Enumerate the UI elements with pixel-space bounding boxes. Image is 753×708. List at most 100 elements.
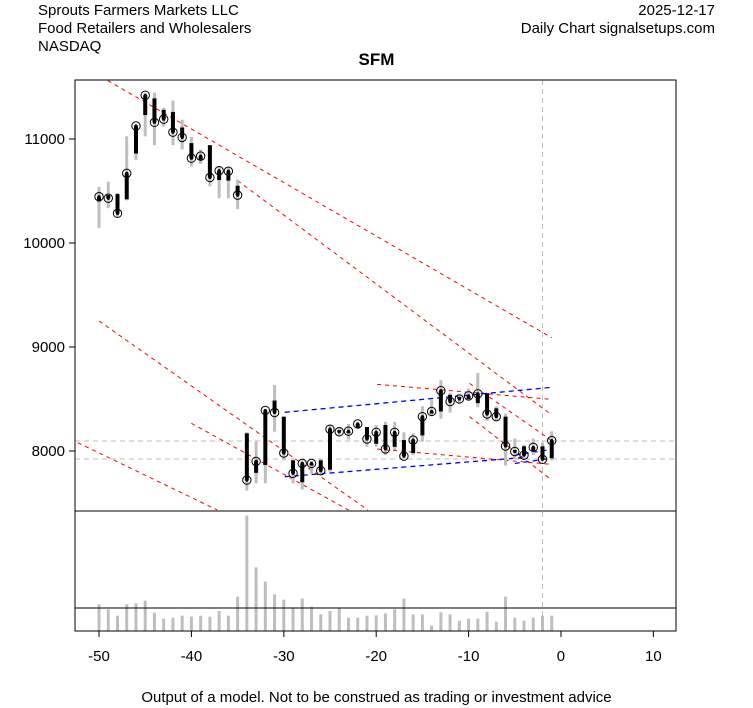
close-dot	[254, 459, 258, 463]
close-dot	[199, 154, 203, 158]
close-marker	[158, 114, 169, 124]
close-dot	[457, 397, 461, 401]
close-marker	[223, 166, 234, 176]
trend-line-red	[377, 383, 551, 400]
close-dot	[208, 175, 212, 180]
close-dot	[291, 471, 295, 475]
close-marker	[325, 424, 335, 434]
close-dot	[540, 457, 545, 461]
close-marker	[519, 450, 529, 460]
candle-body	[124, 173, 129, 200]
close-marker	[389, 427, 400, 437]
close-marker	[269, 407, 280, 418]
candle-body	[281, 416, 286, 454]
channel-line-blue	[284, 456, 527, 478]
close-dot	[393, 430, 397, 434]
candle-body	[438, 390, 443, 412]
close-dot	[97, 195, 101, 199]
close-dot	[171, 130, 175, 134]
close-marker	[537, 454, 548, 465]
y-tick-label: 9000	[32, 339, 65, 356]
close-marker	[436, 385, 446, 396]
close-marker	[251, 456, 261, 467]
candle-body	[170, 111, 175, 133]
close-marker	[473, 389, 483, 399]
close-dot	[513, 449, 517, 454]
close-marker	[195, 151, 206, 161]
candle-body	[531, 447, 536, 452]
candle-body	[207, 145, 212, 178]
candle-body	[97, 196, 102, 202]
candle-body	[272, 400, 277, 413]
y-tick-label: 8000	[32, 443, 65, 460]
close-dot	[236, 193, 240, 197]
close-dot	[152, 120, 157, 124]
close-dot	[383, 447, 388, 451]
close-dot	[125, 171, 129, 175]
close-marker	[491, 411, 502, 422]
trend-line-red	[237, 180, 553, 416]
candle-body	[374, 432, 379, 444]
close-dot	[162, 117, 166, 121]
close-dot	[263, 408, 267, 413]
close-dot	[115, 211, 120, 215]
close-dot	[143, 93, 147, 97]
candle-body	[152, 98, 157, 123]
candle-body	[143, 95, 148, 116]
close-dot	[134, 124, 138, 128]
close-dot	[448, 399, 452, 404]
close-marker	[306, 458, 317, 469]
trend-line-red	[469, 382, 553, 441]
trend-line-red	[105, 80, 552, 339]
close-marker	[131, 121, 141, 131]
candle-body	[263, 410, 268, 466]
close-dot	[466, 394, 471, 398]
close-marker	[362, 434, 372, 444]
close-marker	[500, 441, 511, 451]
close-marker	[371, 427, 381, 437]
candle-body	[133, 125, 138, 154]
close-marker	[380, 444, 391, 454]
chart-source: Daily Chart signalsetups.com	[520, 20, 715, 37]
close-marker	[417, 411, 428, 422]
close-dot	[522, 453, 526, 457]
close-marker	[408, 435, 418, 445]
close-marker	[242, 475, 252, 485]
candle-body	[318, 460, 323, 471]
close-marker	[279, 448, 289, 458]
candle-body	[401, 440, 406, 457]
candle-body	[355, 423, 360, 428]
close-marker	[122, 168, 132, 178]
candle-body	[485, 393, 490, 415]
close-marker	[454, 394, 465, 404]
company-name: Sprouts Farmers Markets LLC	[38, 2, 239, 19]
close-marker	[288, 468, 298, 479]
candle-body	[503, 416, 508, 446]
candle-body	[189, 143, 194, 159]
close-marker	[510, 446, 520, 457]
candle-body	[411, 440, 416, 454]
candle-body	[392, 432, 397, 447]
close-dot	[402, 454, 406, 458]
close-dot	[411, 438, 415, 442]
candle-body	[327, 429, 332, 470]
close-dot	[485, 412, 489, 416]
volume-panel-frame	[74, 510, 677, 632]
close-marker	[334, 427, 344, 437]
candle-body	[448, 394, 453, 402]
candle-body	[244, 433, 249, 481]
disclaimer: Output of a model. Not to be construed a…	[141, 689, 612, 706]
close-marker	[343, 426, 354, 436]
candle-body	[115, 194, 120, 214]
close-marker	[186, 153, 197, 163]
close-marker	[482, 409, 492, 419]
close-dot	[374, 430, 378, 434]
close-marker	[445, 396, 455, 407]
x-tick-label: 10	[645, 648, 662, 665]
close-dot	[346, 429, 351, 433]
close-marker	[463, 391, 474, 401]
candle-body	[420, 416, 425, 436]
close-marker	[426, 406, 437, 417]
close-dot	[106, 196, 110, 200]
